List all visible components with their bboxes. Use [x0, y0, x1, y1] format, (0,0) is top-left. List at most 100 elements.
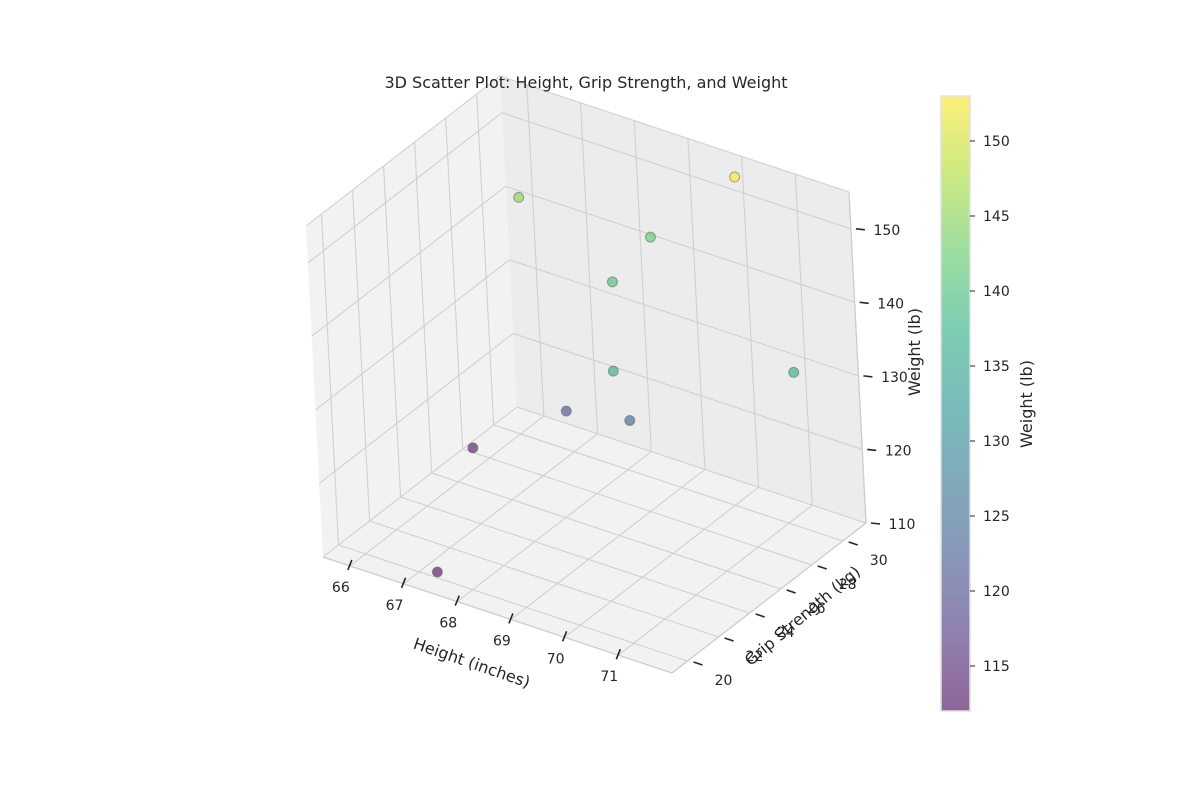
colorbar-tick-label: 130 — [983, 434, 1010, 450]
x-tick-mark — [454, 595, 460, 606]
z-grid-left — [322, 406, 518, 558]
z-grid-back — [516, 406, 867, 524]
x-tick-label: 68 — [439, 616, 457, 632]
z-tick-mark — [859, 301, 869, 305]
colorbar-gradient — [940, 95, 971, 712]
scatter-point — [513, 191, 525, 203]
colorbar-tick-label: 135 — [983, 359, 1010, 375]
y-grid-floor — [462, 448, 812, 566]
y-grid-left — [476, 93, 495, 426]
z-grid-left — [305, 75, 501, 227]
x-grid-back — [526, 84, 545, 416]
z-grid-left — [315, 259, 510, 411]
axis-lines: 66 67 68 69 70 71 20 22 24 26 28 30 110 120 130 140 150 — [322, 191, 916, 689]
y-tick-mark — [755, 613, 765, 618]
colorbar-tick-label: 140 — [983, 284, 1010, 300]
z-grid-left — [311, 185, 507, 337]
scatter-point — [467, 442, 479, 454]
y-grid-floor — [431, 472, 781, 590]
x-grid-back — [687, 138, 706, 470]
y-grid-floor — [400, 496, 750, 614]
y-tick-mark — [786, 589, 796, 594]
scatter-point — [607, 365, 619, 377]
y-grid-left — [383, 165, 402, 498]
z-grid-back — [501, 112, 852, 230]
colorbar-tick-label: 120 — [983, 584, 1010, 600]
x-tick-label: 66 — [332, 580, 350, 596]
z-grid-left — [318, 333, 514, 484]
z-tick-mark — [855, 227, 865, 231]
x-grid-floor — [510, 469, 706, 620]
z-grid-back — [499, 75, 850, 193]
x-tick-label: 69 — [493, 633, 511, 649]
colorbar-tick-label: 145 — [983, 209, 1010, 225]
left-pane — [306, 76, 517, 557]
back-pane — [500, 76, 866, 523]
z-grid-back — [505, 185, 855, 303]
y-grid-left — [320, 213, 340, 546]
y-tick-label: 20 — [715, 673, 733, 689]
z-tick-label: 140 — [877, 296, 904, 312]
x-grid-floor — [349, 415, 545, 567]
scatter-point — [624, 414, 636, 426]
x-grid-floor — [456, 451, 652, 603]
y-tick-label: 24 — [777, 625, 795, 641]
scatter-point — [606, 276, 618, 288]
y-tick-mark — [817, 565, 827, 570]
colorbar: 115 120 125 130 135 140 145 150 — [940, 95, 1010, 712]
y-tick-mark — [724, 637, 734, 642]
x-grid-back — [633, 120, 652, 452]
y-grid-floor — [493, 424, 843, 542]
z-grid-left — [307, 112, 503, 264]
x-tick-label: 71 — [600, 669, 618, 685]
x-grid-floor — [617, 504, 813, 656]
x-axis-line — [322, 556, 673, 674]
data-points — [431, 171, 800, 578]
z-tick-mark — [870, 522, 881, 525]
x-tick-label: 67 — [386, 598, 404, 614]
z-grid-back — [513, 332, 863, 450]
z-tick-label: 110 — [889, 517, 916, 533]
y-tick-label: 22 — [746, 649, 764, 665]
x-tick-label: 70 — [547, 651, 565, 667]
y-tick-label: 28 — [839, 577, 857, 593]
y-grid-left — [445, 117, 464, 450]
x-grid-back — [579, 102, 599, 434]
scatter-point — [729, 171, 741, 183]
x-grid-floor — [403, 433, 598, 585]
z-tick-label: 120 — [885, 443, 912, 459]
x-tick-mark — [400, 577, 407, 589]
y-tick-mark — [693, 661, 703, 666]
y-grid-left — [352, 189, 371, 522]
z-tick-mark — [867, 448, 877, 452]
axes-panes — [306, 76, 866, 673]
y-tick-mark — [848, 541, 858, 546]
scatter-point — [788, 366, 800, 378]
colorbar-tick-label: 115 — [983, 659, 1010, 675]
z-tick-label: 150 — [874, 223, 901, 239]
chart-title: 3D Scatter Plot: Height, Grip Strength, … — [384, 73, 787, 92]
x-axis-label: Height (inches) — [411, 634, 533, 692]
y-axis-line — [671, 522, 867, 674]
z-axis-line — [848, 191, 867, 524]
scatter-point — [644, 231, 656, 243]
scatter-point — [431, 566, 443, 578]
colorbar-label: Weight (lb) — [1017, 360, 1036, 448]
y-tick-label: 26 — [808, 601, 826, 617]
x-grid-back — [741, 156, 760, 488]
x-tick-mark — [347, 559, 353, 571]
grid-lines — [305, 75, 867, 662]
scatter-point — [560, 405, 572, 417]
colorbar-tick-label: 150 — [983, 134, 1010, 150]
x-tick-mark — [615, 648, 622, 660]
x-grid-floor — [564, 486, 759, 638]
z-tick-mark — [863, 375, 873, 378]
y-grid-left — [414, 141, 433, 474]
x-tick-mark — [561, 631, 568, 642]
z-tick-label: 130 — [881, 370, 908, 386]
y-tick-label: 30 — [870, 553, 888, 569]
z-axis-label: Weight (lb) — [905, 308, 924, 396]
colorbar-tick-label: 125 — [983, 509, 1010, 525]
y-grid-floor — [338, 544, 688, 662]
